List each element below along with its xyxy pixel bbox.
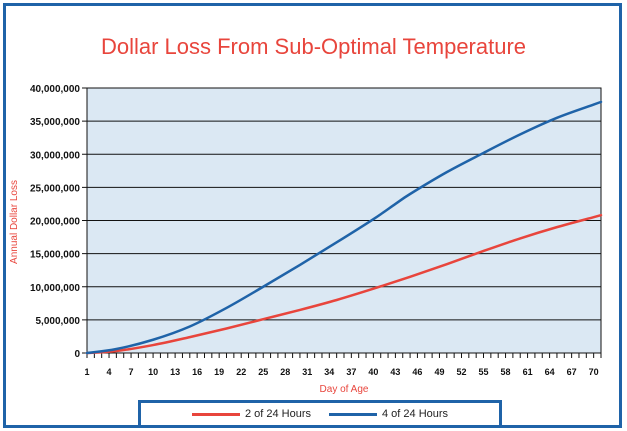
y-tick-label: 20,000,000 xyxy=(30,217,80,228)
x-tick-label: 37 xyxy=(346,367,356,377)
x-tick-label: 64 xyxy=(545,367,555,377)
chart-title: Dollar Loss From Sub-Optimal Temperature xyxy=(100,34,527,59)
x-tick-label: 16 xyxy=(192,367,202,377)
y-ticks: 0 5,000,000 10,000,000 15,000,000 20,000,000… xyxy=(30,84,87,360)
x-tick-label: 43 xyxy=(390,367,400,377)
x-tick-label: 58 xyxy=(501,367,511,377)
x-tick-label: 52 xyxy=(456,367,466,377)
x-tick-label: 1 xyxy=(84,367,89,377)
y-tick-label: 10,000,000 xyxy=(30,283,80,294)
x-tick-label: 55 xyxy=(479,367,489,377)
legend-item-2-of-24: 2 of 24 Hours xyxy=(191,408,311,420)
series-line-4-of-24-hours xyxy=(85,100,603,355)
x-tick-label: 70 xyxy=(589,367,599,377)
x-tick-label: 31 xyxy=(302,367,312,377)
legend-label: 2 of 24 Hours xyxy=(244,408,311,420)
x-tick-label: 28 xyxy=(280,367,290,377)
y-tick-label: 5,000,000 xyxy=(36,316,81,327)
legend-swatch xyxy=(191,412,240,416)
series-lines xyxy=(85,100,603,355)
x-tick-label: 4 xyxy=(107,367,112,377)
y-tick-label: 30,000,000 xyxy=(30,150,80,161)
x-tick-label: 61 xyxy=(523,367,533,377)
grid-lines xyxy=(87,120,601,321)
x-tick-label: 49 xyxy=(434,367,444,377)
legend-item-4-of-24: 4 of 24 Hours xyxy=(329,408,448,420)
x-axis-label: Day of Age xyxy=(320,384,369,395)
x-tick-label: 40 xyxy=(368,367,378,377)
x-tick-label: 7 xyxy=(129,367,134,377)
x-tick-label: 34 xyxy=(324,367,334,377)
y-tick-label: 15,000,000 xyxy=(30,250,80,261)
x-tick-label: 25 xyxy=(258,367,268,377)
legend-swatch xyxy=(329,412,377,416)
y-tick-label: 0 xyxy=(74,349,80,360)
x-tick-label: 10 xyxy=(148,367,158,377)
x-tick-label: 13 xyxy=(170,367,180,377)
legend: 2 of 24 Hours 4 of 24 Hours xyxy=(138,400,502,425)
x-tick-label: 67 xyxy=(567,367,577,377)
y-tick-label: 40,000,000 xyxy=(30,84,80,95)
x-tick-label: 19 xyxy=(214,367,224,377)
x-tick-label: 22 xyxy=(236,367,246,377)
x-tick-label: 46 xyxy=(412,367,422,377)
y-tick-label: 25,000,000 xyxy=(30,183,80,194)
series-line-2-of-24-hours xyxy=(85,213,603,355)
legend-label: 4 of 24 Hours xyxy=(382,408,449,420)
y-tick-label: 35,000,000 xyxy=(30,117,80,128)
y-axis-label: Annual Dollar Loss xyxy=(9,180,20,264)
x-ticks: 1 4 7 10 13 16 19 22 25 28 31 34 37 40 43 46 49 52 55 58 61 6… xyxy=(84,353,602,377)
